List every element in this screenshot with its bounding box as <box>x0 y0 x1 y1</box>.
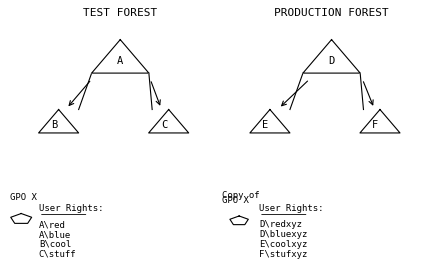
Text: Copy of: Copy of <box>222 191 259 200</box>
Text: E\coolxyz: E\coolxyz <box>259 240 307 249</box>
Text: C: C <box>161 120 167 130</box>
Text: C\stuff: C\stuff <box>39 250 77 259</box>
Polygon shape <box>360 110 400 133</box>
Polygon shape <box>303 40 360 73</box>
Text: E: E <box>262 120 268 130</box>
Text: A\red: A\red <box>39 220 66 229</box>
Text: GPO X: GPO X <box>222 196 249 205</box>
Polygon shape <box>250 110 290 133</box>
Text: TEST FOREST: TEST FOREST <box>83 8 157 18</box>
Text: F\stufxyz: F\stufxyz <box>259 250 307 259</box>
Text: D\bluexyz: D\bluexyz <box>259 230 307 239</box>
Polygon shape <box>39 110 79 133</box>
Text: A: A <box>117 56 123 66</box>
Text: D: D <box>328 56 334 66</box>
Polygon shape <box>92 40 149 73</box>
Text: A\blue: A\blue <box>39 230 71 239</box>
Text: D\redxyz: D\redxyz <box>259 220 302 229</box>
Text: B\cool: B\cool <box>39 240 71 249</box>
Text: GPO X: GPO X <box>10 193 37 202</box>
Text: PRODUCTION FOREST: PRODUCTION FOREST <box>274 8 389 18</box>
Text: F: F <box>372 120 378 130</box>
Text: User Rights:: User Rights: <box>39 204 103 213</box>
Text: User Rights:: User Rights: <box>259 204 323 213</box>
Polygon shape <box>149 110 189 133</box>
Text: B: B <box>51 120 57 130</box>
